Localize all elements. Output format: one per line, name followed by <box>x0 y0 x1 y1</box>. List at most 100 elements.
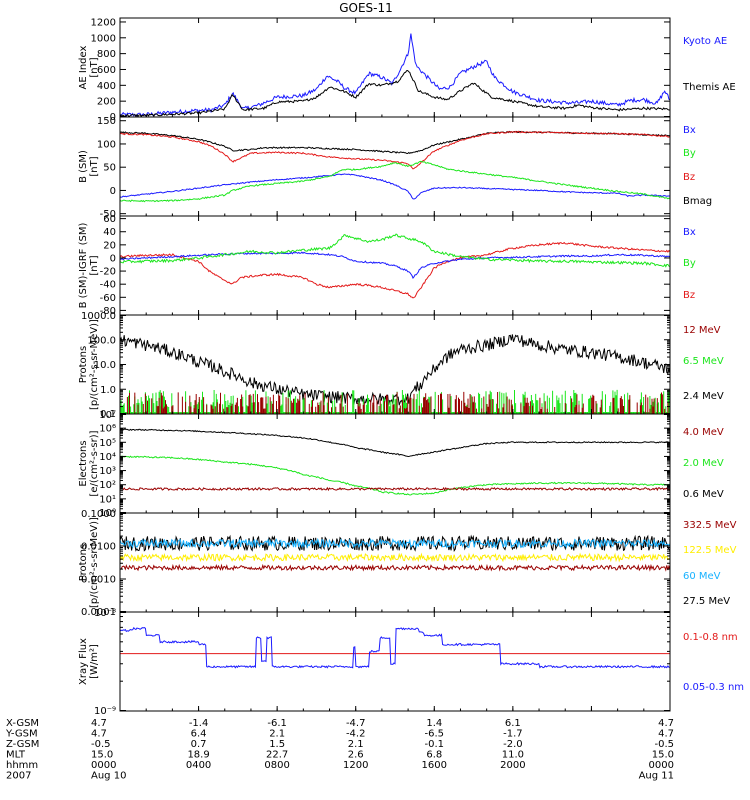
series-protons2-332-5-mev <box>120 563 670 572</box>
legend-entry: 2.4 MeV <box>683 391 724 402</box>
ytick-label: 0 <box>110 186 116 197</box>
ytick-label: 20 <box>103 240 116 251</box>
y-axis-label: Electrons <box>78 440 89 486</box>
y-axis-label: B (SM)-IGRF (SM) <box>78 223 89 309</box>
panel-electrons-frame <box>119 413 671 514</box>
legend-entry: 332.5 MeV <box>683 520 737 531</box>
legend-entry: 2.0 MeV <box>683 458 724 469</box>
ytick-label: 1000.0 <box>81 311 116 322</box>
ephemeris-value: -6.5 <box>425 729 445 740</box>
ephemeris-value: -1.7 <box>503 729 523 740</box>
panel-bsm-frame <box>119 116 671 217</box>
y-axis-label: Xray Flux <box>78 638 89 685</box>
ephemeris-value: 0000 <box>91 760 116 771</box>
panel-protons2: 0.0001 0.0010 0.0100 0.1000 Protons [p/(cm²-s… <box>78 509 737 618</box>
ephemeris-row-label: hhmm <box>6 760 38 771</box>
ytick-label: 0 <box>110 112 116 123</box>
series-ae-kyoto-ae <box>120 33 670 117</box>
ephemeris-value: 4.7 <box>91 729 107 740</box>
series-bsm-bmag <box>120 130 670 155</box>
ephemeris-value: -4.7 <box>346 718 366 729</box>
ephemeris-row-label: 2007 <box>6 771 31 782</box>
y-axis-label: B (SM) <box>78 150 89 183</box>
ytick-label: 10.0 <box>94 360 116 371</box>
ytick-label: -50 <box>100 209 116 220</box>
ytick-label: 200 <box>97 97 116 108</box>
ytick-label: 150 <box>97 116 116 127</box>
ytick-label: -40 <box>100 280 116 291</box>
ytick-label: 10² <box>99 480 116 491</box>
ytick-label: 1200 <box>91 17 116 28</box>
ephemeris-value: 2000 <box>500 760 525 771</box>
panel-electrons: 10⁰ 10¹ 10² 10³ 10⁴ 10⁵ 10⁶ 10⁷ Electrons [e/(cm²… <box>78 410 724 519</box>
panel-xray-frame <box>119 611 671 712</box>
legend-entry: Bx <box>683 227 696 238</box>
ephemeris-value: 15.0 <box>652 750 674 761</box>
y-axis-label: [nT] <box>89 57 100 77</box>
panel-bsm-series <box>120 130 670 203</box>
series-protons2-27-5-mev <box>120 534 670 552</box>
ephemeris-value: 4.7 <box>658 718 674 729</box>
y-axis-label: [nT] <box>89 255 100 275</box>
ytick-label: 100 <box>97 139 116 150</box>
panel-protons2-series <box>120 534 670 572</box>
ephemeris-value: 0000 <box>649 760 674 771</box>
ytick-label: 10⁴ <box>99 452 116 463</box>
ephemeris-row-label: Z-GSM <box>6 739 39 750</box>
ytick-label: 10⁰ <box>99 508 116 519</box>
y-axis-label: [p/(cm²-s-sr-MeV)] <box>89 517 100 608</box>
legend-entry: Bx <box>683 125 696 136</box>
panel-bsm: -50 0 50 100 150 B (SM) [nT] Bx By Bz Bmag <box>78 116 712 220</box>
legend-entry: 0.6 MeV <box>683 489 724 500</box>
y-axis-label: Protons <box>78 544 89 581</box>
ytick-label: 10⁻⁸ <box>94 608 116 619</box>
legend-entry: Bz <box>683 172 695 183</box>
series-protons1-2-4-mev <box>120 334 670 407</box>
ytick-label: 0.0010 <box>81 575 116 586</box>
ephemeris-value: 0.7 <box>191 739 207 750</box>
legend-entry: 27.5 MeV <box>683 596 730 607</box>
panel-electrons-series <box>120 428 670 496</box>
ytick-label: 10³ <box>99 466 116 477</box>
series-bsm-bz <box>120 130 670 170</box>
ytick-label: 10⁶ <box>99 424 116 435</box>
series-ae-themis-ae <box>120 69 670 117</box>
legend-entry: 0.1-0.8 nm <box>683 632 738 643</box>
panel-bsmigrf: -80 -60 -40 -20 0 20 40 60 B (SM)-IGRF (SM) [nT] B… <box>78 214 696 317</box>
legend-entry: Bz <box>683 290 695 301</box>
ephemeris-value: 1600 <box>422 760 447 771</box>
ephemeris-value: 6.1 <box>505 718 521 729</box>
ephemeris-value: -0.1 <box>425 739 445 750</box>
ephemeris-value: 6.8 <box>426 750 442 761</box>
panel-bsmigrf-series <box>120 233 670 299</box>
series-protons2-60-mev <box>120 537 670 550</box>
ephemeris-value: -1.4 <box>189 718 209 729</box>
y-axis-label: [W/m²] <box>89 644 100 679</box>
ytick-label: 100.0 <box>87 335 116 346</box>
y-axis-label: Protons <box>78 346 89 383</box>
ytick-label: 10⁷ <box>99 410 116 421</box>
panel-protons1-series <box>120 334 670 414</box>
ytick-label: 0.0001 <box>81 607 116 618</box>
ytick-label: 0 <box>110 253 116 264</box>
ephemeris-value: -6.1 <box>267 718 287 729</box>
ephemeris-value: -2.0 <box>503 739 523 750</box>
panel-xray-series <box>120 626 670 669</box>
ephemeris-value: -0.5 <box>91 739 111 750</box>
ytick-label: 0.0100 <box>81 542 116 553</box>
ephemeris-value: 2.1 <box>348 739 364 750</box>
y-axis-label: [e/(cm²-s-sr)] <box>89 430 100 496</box>
ytick-label: 800 <box>97 49 116 60</box>
ephemeris-value: -0.5 <box>654 739 674 750</box>
panel-protons1: 0.1 1.0 10.0 100.0 1000.0 Protons [p/(cm²-s-sr… <box>78 311 724 420</box>
ephemeris-value: 1200 <box>343 760 368 771</box>
series-bsmigrf-bx <box>120 251 670 279</box>
ephemeris-value: 22.7 <box>266 750 288 761</box>
series-xray-0-05-0-3-nm <box>120 626 670 669</box>
ytick-label: 1000 <box>91 33 116 44</box>
ytick-label: 10¹ <box>99 494 116 505</box>
legend-entry: By <box>683 148 696 159</box>
series-electrons-2-0-mev <box>120 455 670 496</box>
series-bsm-bx <box>120 173 670 200</box>
legend-entry: Kyoto AE <box>683 36 727 47</box>
